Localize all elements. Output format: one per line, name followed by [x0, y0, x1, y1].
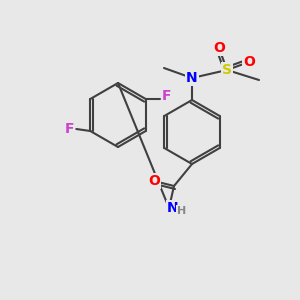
- Text: O: O: [148, 174, 160, 188]
- Text: S: S: [222, 63, 232, 77]
- Text: F: F: [162, 89, 172, 103]
- Text: N: N: [186, 71, 198, 85]
- Text: H: H: [177, 206, 187, 216]
- Text: O: O: [243, 55, 255, 69]
- Text: O: O: [213, 41, 225, 55]
- Text: N: N: [167, 201, 179, 215]
- Text: F: F: [64, 122, 74, 136]
